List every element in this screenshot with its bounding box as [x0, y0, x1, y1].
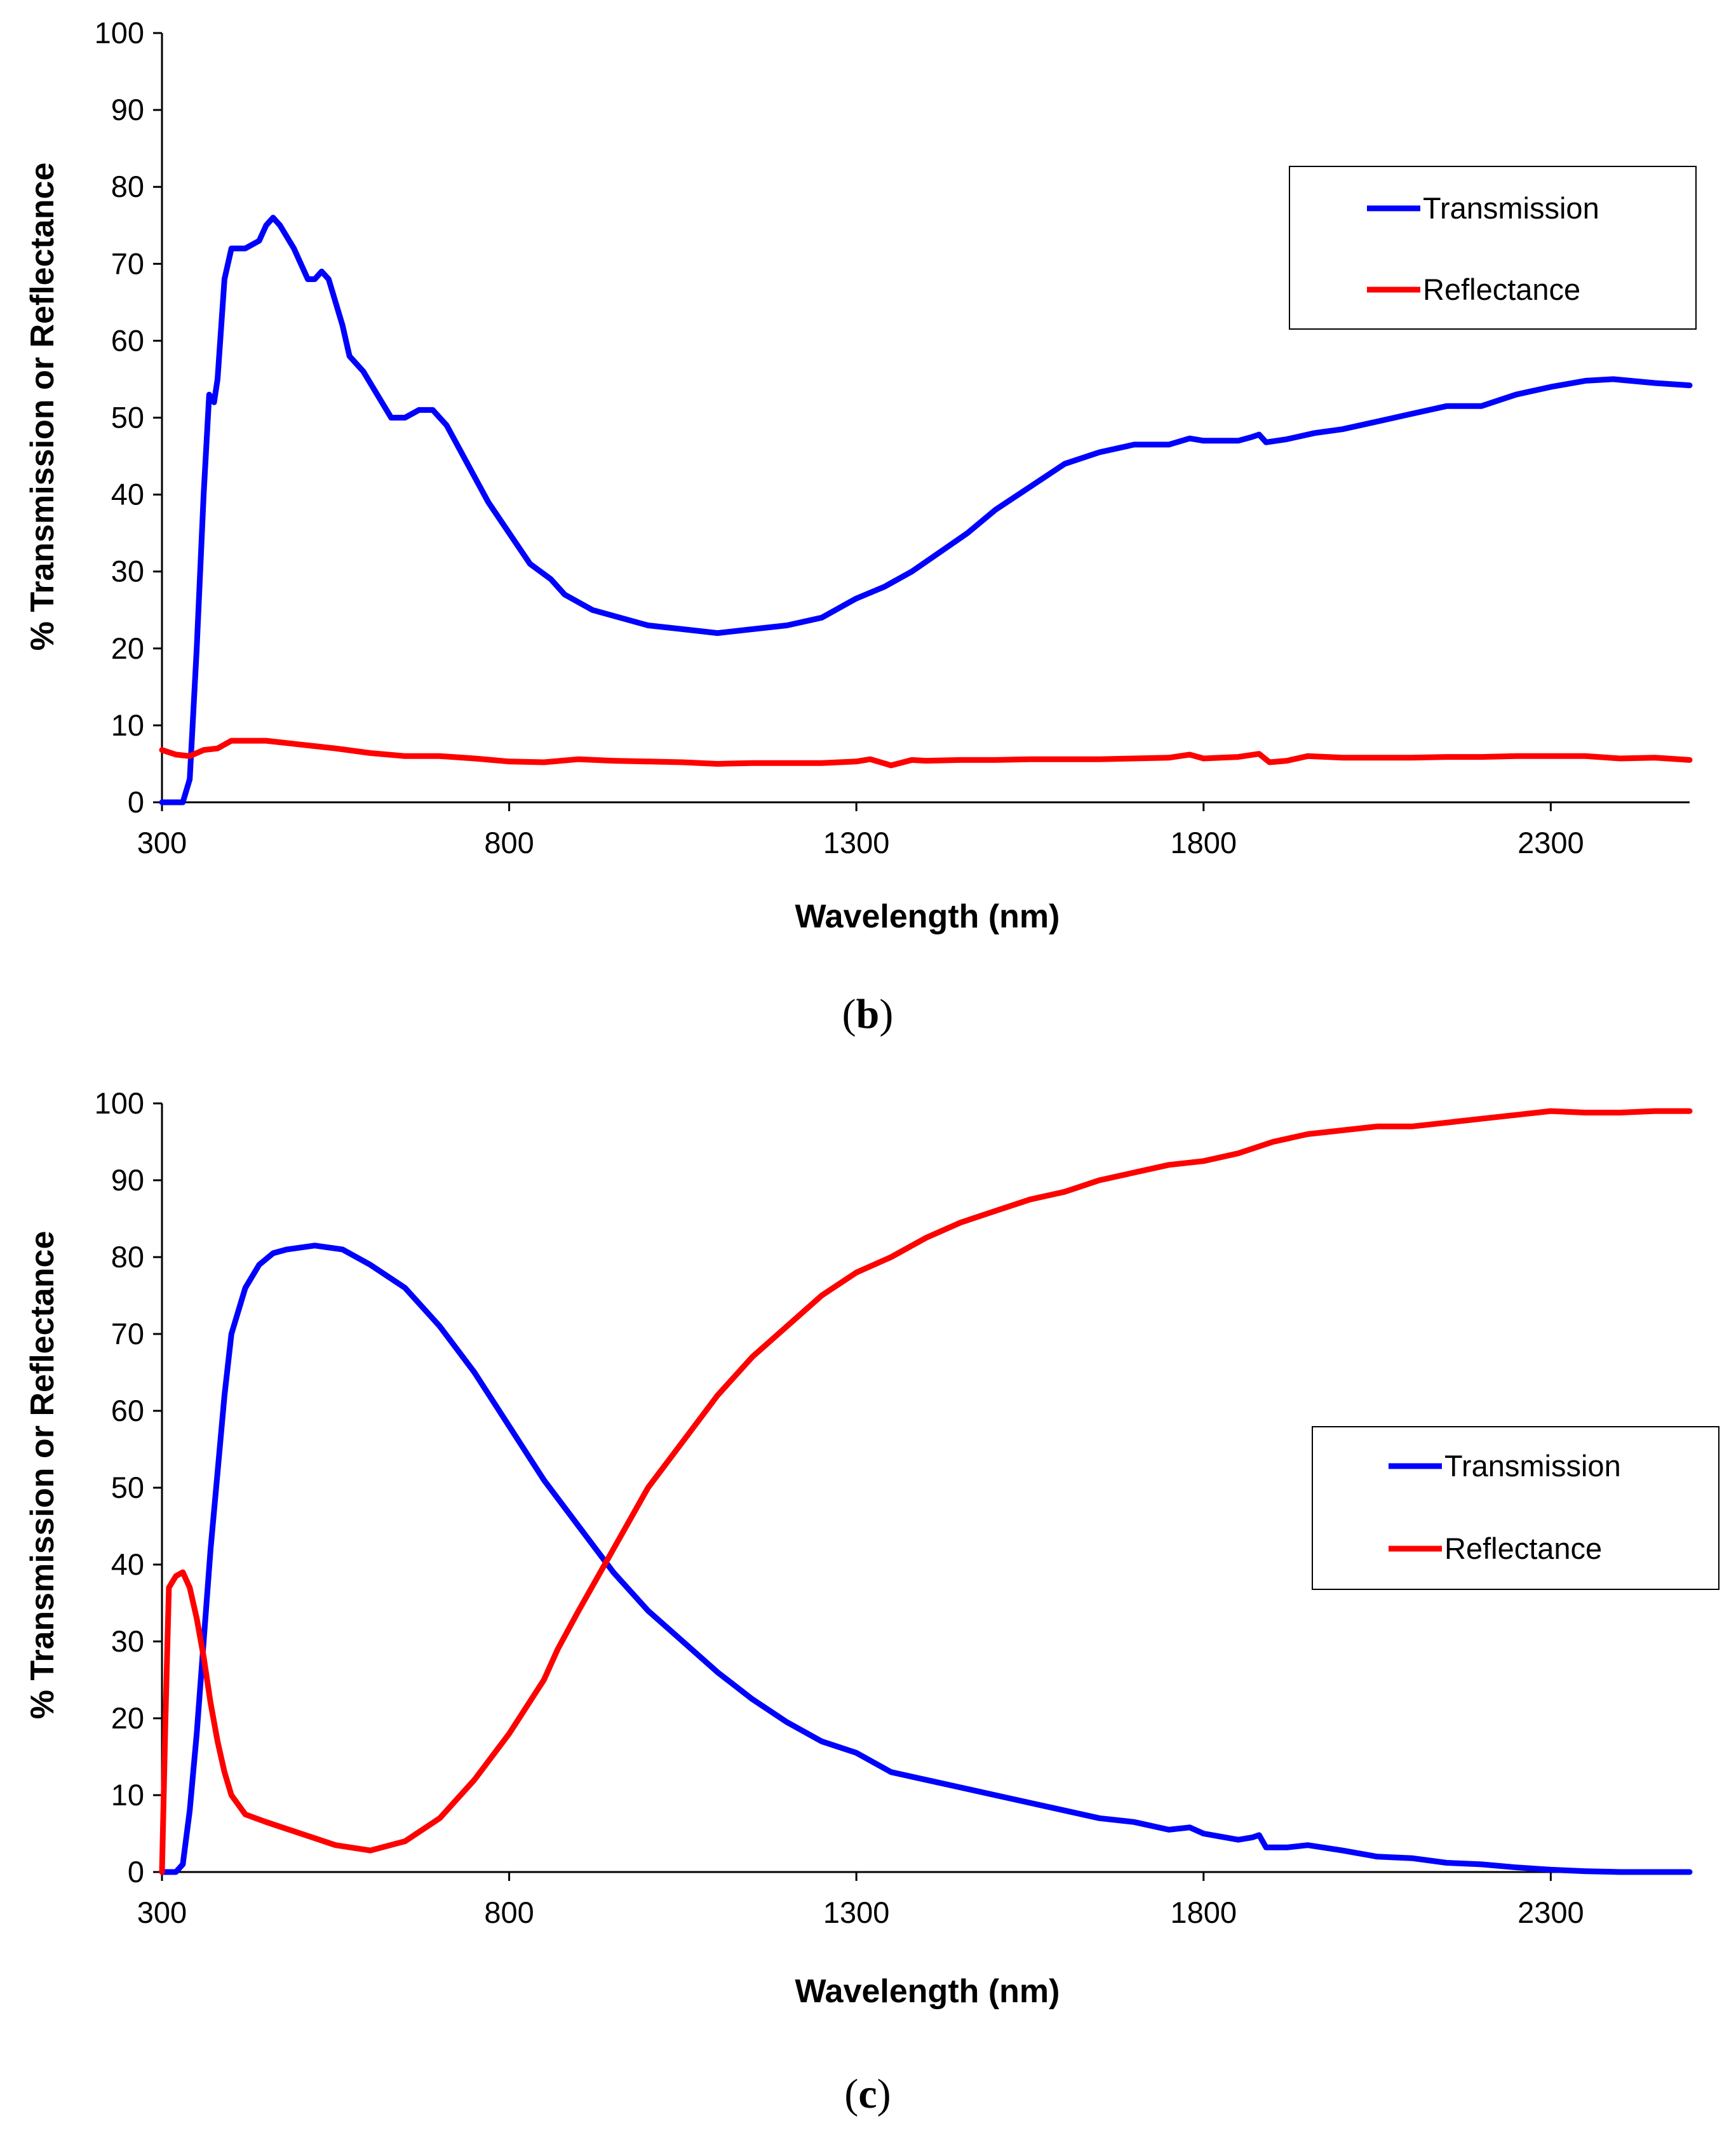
x-axis-ticks: 300 800 1300 1800 2300: [137, 1872, 1584, 1929]
y-tick-label: 0: [128, 1855, 144, 1889]
legend-label-reflectance: Reflectance: [1423, 273, 1580, 306]
series-group: [159, 1108, 1693, 1875]
x-axis-title: Wavelength (nm): [795, 898, 1060, 935]
y-tick-label: 10: [111, 1778, 144, 1812]
y-tick-label: 20: [111, 631, 144, 665]
x-tick-label: 1800: [1170, 826, 1237, 859]
y-tick-label: 70: [111, 1317, 144, 1350]
legend-label-transmission: Transmission: [1423, 191, 1599, 225]
y-tick-label: 30: [111, 1624, 144, 1658]
series-line-transmission: [159, 1243, 1693, 1875]
x-tick-label: 300: [137, 826, 187, 859]
y-axis-ticks: 0 10 20 30 40 50 60 70 80 90 100: [95, 1086, 162, 1889]
y-tick-label: 90: [111, 1163, 144, 1197]
x-tick-label: 2300: [1517, 826, 1584, 859]
y-axis-ticks: 0 10 20 30 40 50 60 70 80 90 100: [95, 16, 162, 819]
legend-box: [1312, 1426, 1719, 1590]
series-line-transmission: [159, 215, 1693, 805]
y-tick-label: 80: [111, 170, 144, 203]
y-tick-label: 100: [95, 16, 144, 50]
y-tick-label: 60: [111, 1394, 144, 1427]
y-axis-title: % Transmission or Reflectance: [24, 1231, 61, 1720]
y-tick-label: 80: [111, 1240, 144, 1274]
y-tick-label: 0: [128, 785, 144, 819]
x-axis-title: Wavelength (nm): [795, 1973, 1060, 2010]
x-tick-label: 1300: [823, 1896, 890, 1929]
y-tick-label: 40: [111, 478, 144, 511]
legend-label-reflectance: Reflectance: [1444, 1532, 1602, 1565]
y-tick-label: 50: [111, 1471, 144, 1504]
x-tick-label: 1800: [1170, 1896, 1237, 1929]
x-tick-label: 2300: [1517, 1896, 1584, 1929]
y-tick-label: 10: [111, 708, 144, 742]
y-tick-label: 30: [111, 555, 144, 588]
y-tick-label: 100: [95, 1086, 144, 1120]
legend-label-transmission: Transmission: [1444, 1449, 1621, 1483]
y-tick-label: 40: [111, 1547, 144, 1581]
y-axis-title: % Transmission or Reflectance: [24, 163, 61, 651]
legend: Transmission Reflectance: [1312, 1426, 1719, 1590]
x-tick-label: 300: [137, 1896, 187, 1929]
panel-label: (c): [844, 2071, 891, 2117]
x-axis-ticks: 300 800 1300 1800 2300: [137, 802, 1584, 859]
x-tick-label: 1300: [823, 826, 890, 859]
y-tick-label: 50: [111, 401, 144, 434]
panel-label: (b): [842, 991, 894, 1037]
panel-letter: b: [856, 991, 880, 1037]
y-tick-label: 90: [111, 93, 144, 126]
y-tick-label: 20: [111, 1701, 144, 1735]
legend: Transmission Reflectance: [1289, 166, 1697, 330]
y-tick-label: 70: [111, 246, 144, 280]
series-line-reflectance: [159, 737, 1693, 769]
chart-panel-b: 0 10 20 30 40 50 60 70 80 90 100 300 800 1300 1800 230…: [24, 16, 1697, 1037]
y-tick-label: 60: [111, 323, 144, 357]
x-tick-label: 800: [484, 826, 534, 859]
series-group: [159, 215, 1693, 805]
panel-letter: c: [858, 2071, 877, 2117]
x-tick-label: 800: [484, 1896, 534, 1929]
series-line-reflectance: [159, 1108, 1693, 1875]
legend-box: [1289, 166, 1697, 330]
chart-panel-c: 0 10 20 30 40 50 60 70 80 90 100 300 800 1300 1800 230…: [24, 1086, 1719, 2117]
